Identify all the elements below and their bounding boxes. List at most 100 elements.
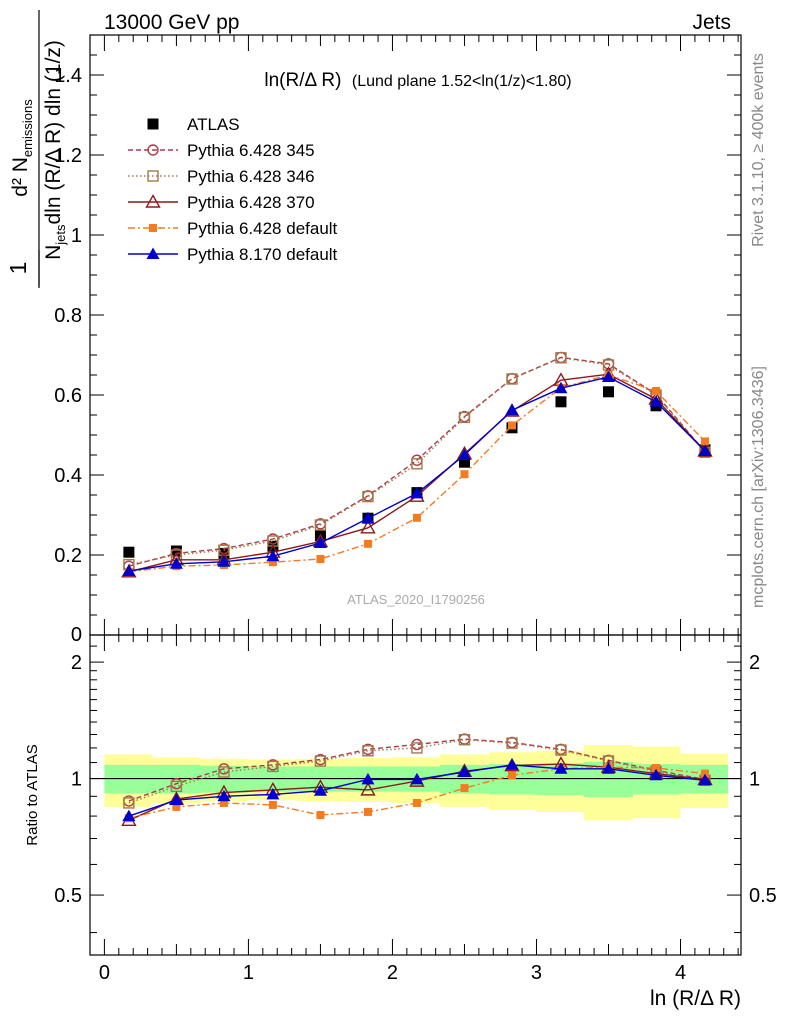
ratio-data-point [361,772,375,785]
data-point [169,557,183,569]
ratio-data-point [123,797,135,809]
ratio-data-point [268,800,277,809]
main-ytick-label: 1 [71,225,82,247]
legend-label: Pythia 6.428 345 [187,141,315,160]
ratio-data-point [363,807,372,816]
main-title-variable: ln(R/Δ R) [264,70,341,91]
series-pythia-8-170-default [122,370,712,576]
data-point [314,519,327,531]
main-ytick-label: 1.2 [54,145,82,167]
data-point [506,373,518,385]
series-line [128,357,706,566]
data-point [649,395,663,407]
ratio-data-point [218,766,230,778]
legend-marker [147,170,159,182]
ratio-xlabel: ln (R/Δ R) [650,987,741,1010]
ratio-data-point [314,755,327,767]
ylabel-denominator-sub: jets [53,224,68,246]
data-point [700,437,709,446]
data-point [360,519,376,534]
legend-label: Pythia 8.170 default [187,245,338,264]
series-line [128,356,706,567]
ratio-data-point [267,760,279,773]
header-left: 13000 GeV pp [104,11,239,34]
data-point [652,387,661,395]
ratio-data-point [601,762,615,774]
main-ytick-label-bottom: 0 [71,624,82,646]
ratio-panel: 0.5 0.5 1 1 2 2 0 1 2 3 4 Ratio to ATLAS ln (R/Δ R… [24,634,777,1010]
legend-label: Pythia 6.428 370 [187,193,315,212]
data-point [698,444,712,456]
legend-marker [147,118,159,130]
ylabel-prefactor: 1 [5,262,31,275]
ratio-data-point [219,798,228,807]
ratio-data-point [266,787,280,800]
ratio-data-point [172,802,181,811]
ratio-xtick-label: 3 [531,962,542,984]
ratio-axis-ticks: 0.5 0.5 1 1 2 2 0 1 2 3 4 [54,635,777,984]
data-point [460,470,469,479]
legend-entry-pythia-6-428-345: Pythia 6.428 345 [128,141,315,160]
ylabel-denominator-main: N [42,245,65,260]
main-title: ln(R/Δ R) (Lund plane 1.52<ln(1/z)<1.80) [264,70,571,91]
ratio-plot-layer [90,733,741,827]
band-inner-bin [104,764,152,794]
data-point [412,513,421,522]
ylabel-numerator-sub: emissions [20,99,35,157]
main-ytick-label: 0.6 [54,385,82,407]
ylabel-numerator: d² Nemissions [9,99,35,197]
data-point [601,370,615,382]
legend-marker [149,224,157,232]
ratio-data-point [554,762,568,774]
ratio-data-point [169,793,183,806]
main-ytick-label: 0.2 [54,545,82,567]
ratio-ytick-label: 0.5 [54,885,82,907]
data-point [217,555,231,567]
main-title-detail: (Lund plane 1.52<ln(1/z)<1.80) [352,73,572,90]
data-point [555,352,567,364]
data-point [458,456,470,468]
data-point [410,486,424,499]
ratio-data-point [411,742,423,754]
ratio-data-point [362,745,374,757]
ratio-data-point [698,773,712,786]
data-point [170,545,182,557]
data-point [316,555,325,563]
ratio-data-point [649,768,663,781]
data-point [218,544,230,556]
ratio-data-point [652,763,661,772]
ylabel-numerator-main: d² N [9,157,32,197]
data-point [458,411,471,424]
data-point [505,403,519,416]
data-point [122,564,136,576]
legend: ATLAS Pythia 6.428 345 Pythia 6.428 346 Pyt… [128,115,338,264]
legend-marker [147,144,159,156]
data-point [268,558,277,567]
main-ytick-label: 0.8 [54,305,82,327]
main-ylabel: 1 d² Nemissions Njetsdln (R/Δ R) dln (1/… [5,10,68,288]
ratio-data-point [460,784,469,793]
data-point [362,490,374,503]
ratio-data-point [316,811,325,820]
data-point [554,381,568,394]
ratio-data-point [412,798,421,807]
rivet-label: Rivet 3.1.10, ≥ 400k events [750,53,767,247]
ylabel-denominator: Njetsdln (R/Δ R) dln (1/z) [42,40,68,260]
ratio-xtick-label: 0 [99,962,110,984]
ylabel-denominator-rest: dln (R/Δ R) dln (1/z) [42,40,65,224]
main-panel: 0.2 0.4 0.6 0.8 1 1.2 1.4 0 ln(R/Δ R) (Lund pla… [5,10,742,646]
legend-entry-pythia-8-170-default: Pythia 8.170 default [128,245,338,264]
data-point [361,511,375,524]
ratio-data-point [505,758,519,770]
legend-marker [146,247,160,259]
legend-entry-atlas: ATLAS [147,115,240,134]
data-point [123,546,135,558]
ratio-frame [89,634,742,956]
ratio-xtick-label: 4 [675,962,686,984]
main-axis-ticks: 0.2 0.4 0.6 0.8 1 1.2 1.4 0 [54,35,741,646]
data-point [602,359,615,371]
mcplots-label: mcplots.cern.ch [arXiv:1306.3436] [750,366,767,608]
ratio-data-point [217,789,231,802]
ratio-ytick-label: 2 [71,652,82,674]
